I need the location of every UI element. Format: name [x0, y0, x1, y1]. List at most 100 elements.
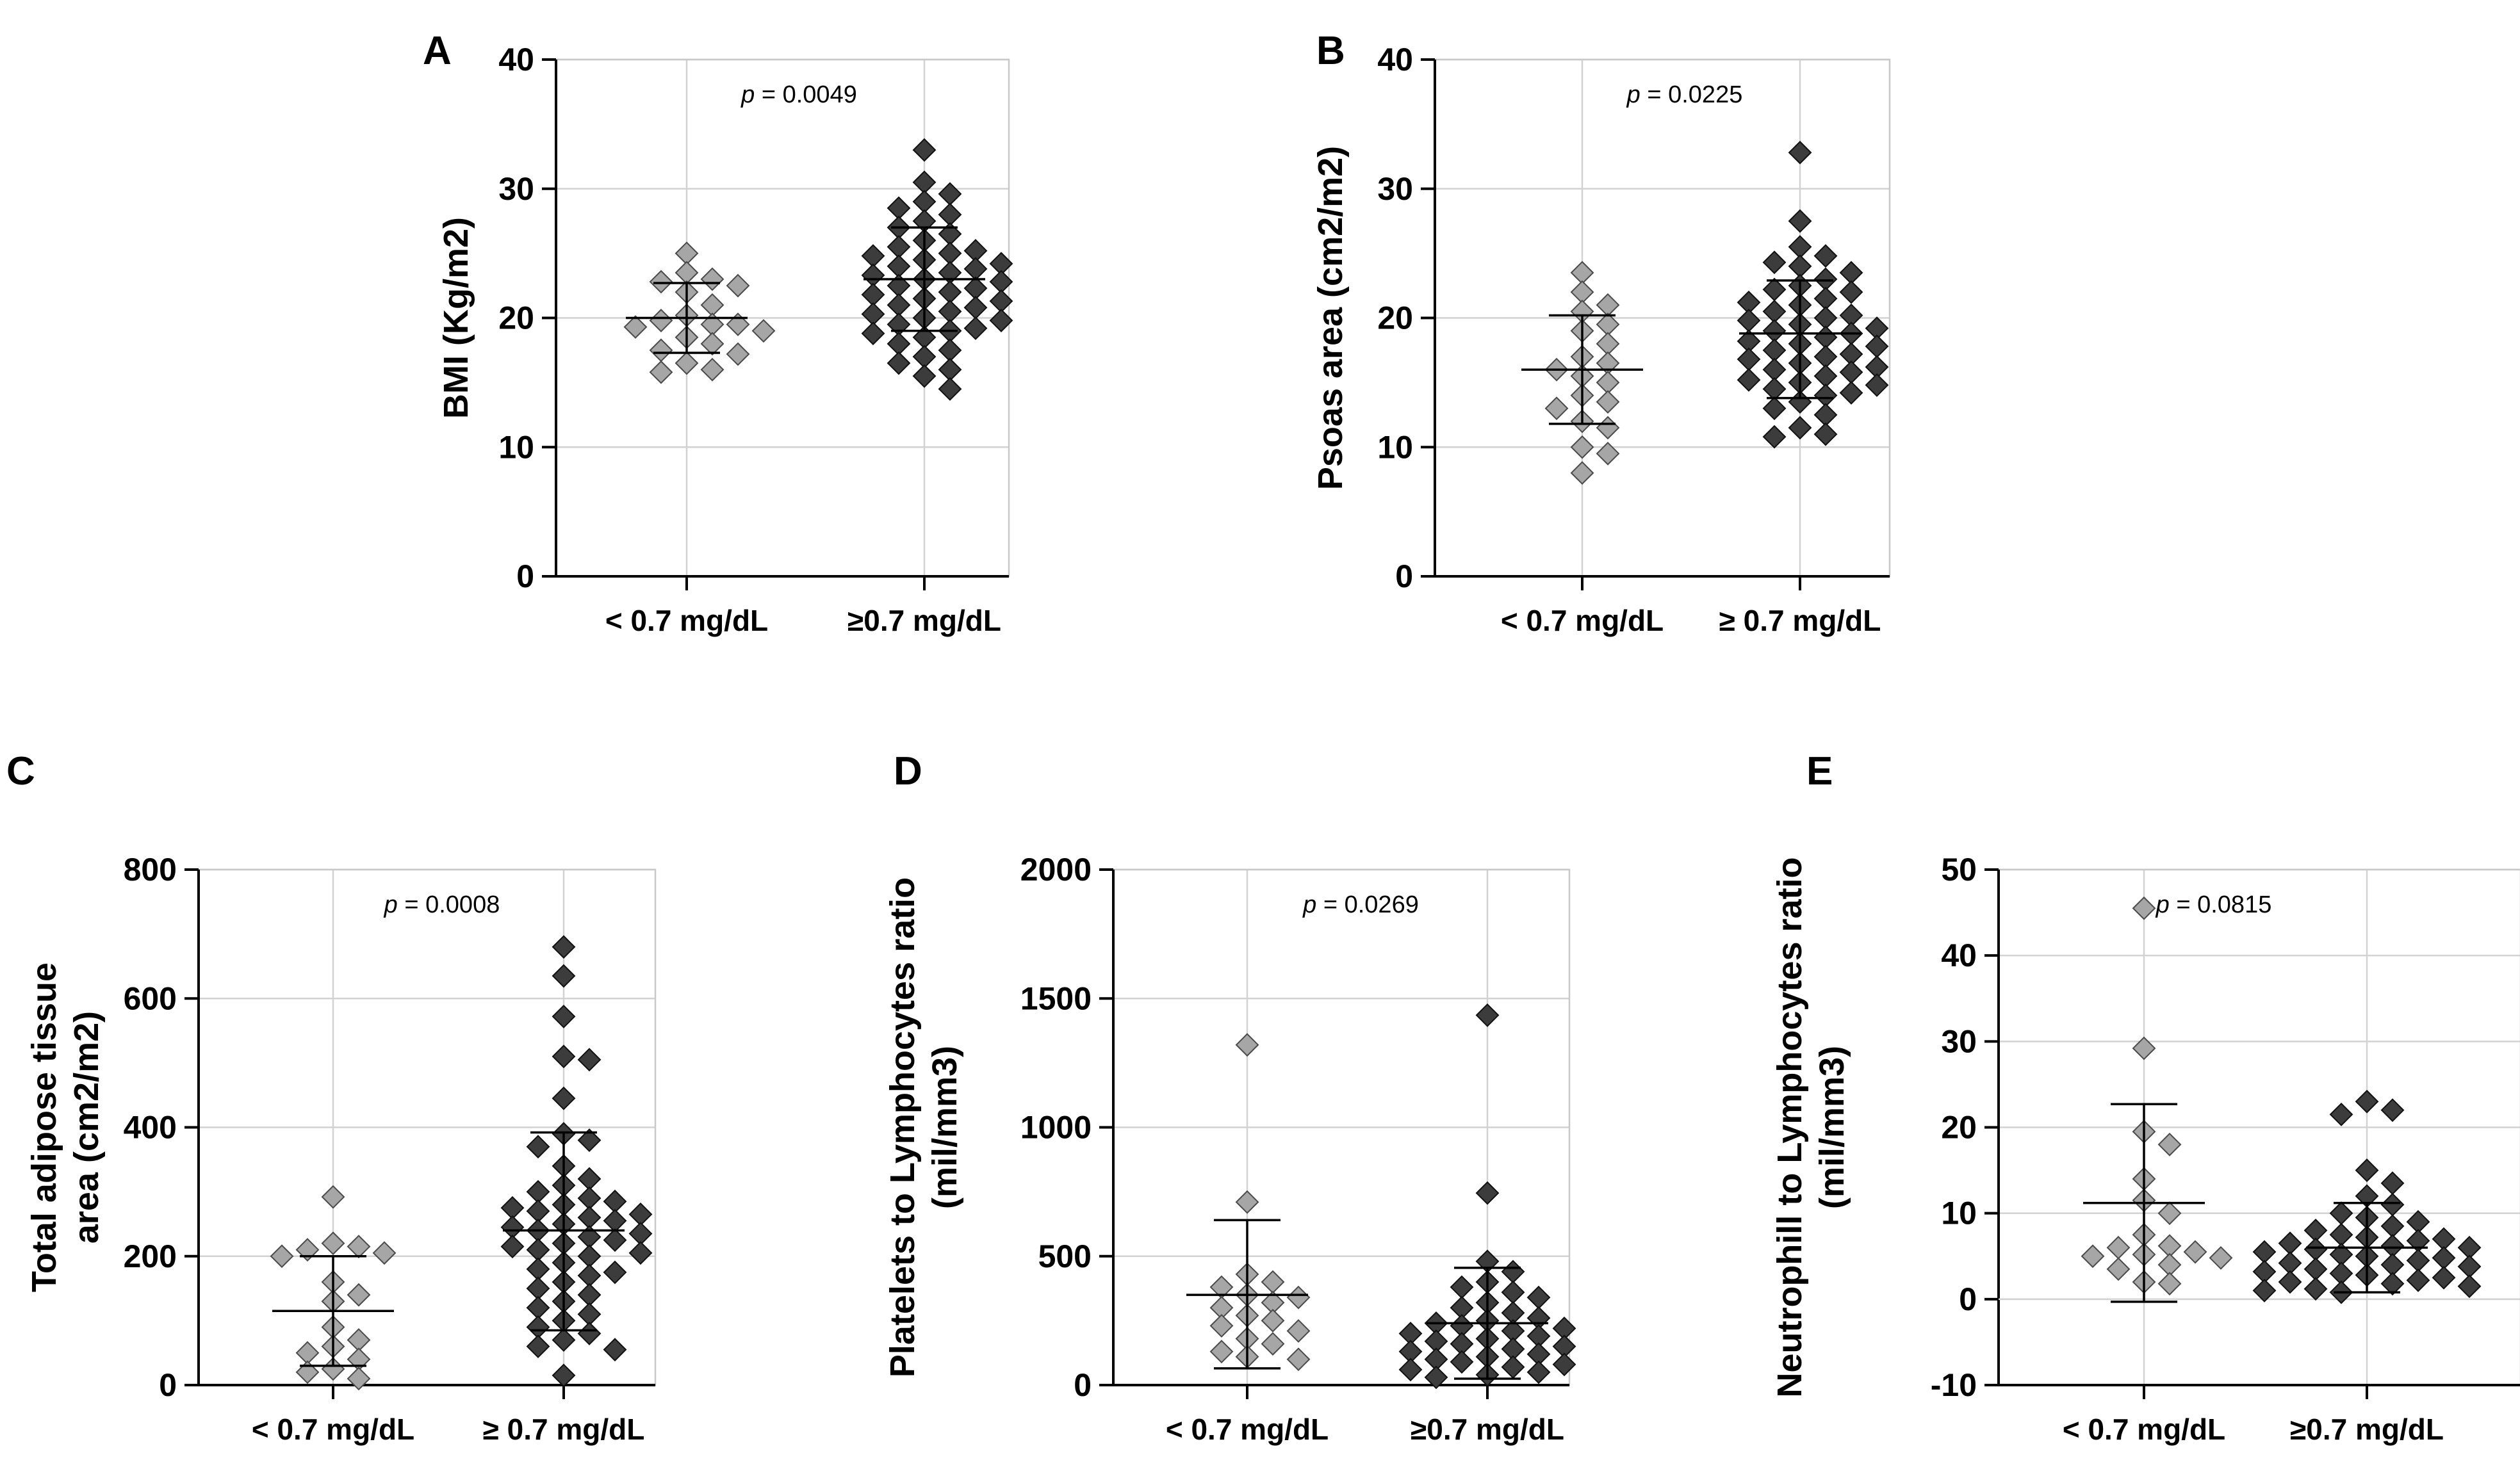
- x-tick-label: < 0.7 mg/dL: [1501, 604, 1664, 637]
- y-tick-label: 10: [498, 429, 534, 465]
- data-point: [1526, 1285, 1551, 1310]
- y-tick-label: 0: [1959, 1281, 1977, 1317]
- y-axis-label: Neutrophill to Lymphocytes ratio: [1771, 857, 1809, 1397]
- data-point: [1286, 1347, 1311, 1372]
- p-value-label: p = 0.0008: [384, 891, 500, 918]
- data-point: [1788, 416, 1812, 440]
- data-point: [1839, 280, 1863, 304]
- panel-letter: D: [894, 749, 922, 793]
- data-point: [861, 321, 885, 346]
- data-point: [2355, 1089, 2379, 1114]
- data-point: [1544, 396, 1569, 421]
- data-point: [2252, 1240, 2277, 1264]
- data-point: [2329, 1201, 2353, 1226]
- y-tick-label: 20: [1377, 300, 1413, 336]
- data-point: [2355, 1158, 2379, 1182]
- data-point: [726, 312, 750, 337]
- data-point: [2380, 1098, 2405, 1123]
- data-point: [1475, 1003, 1500, 1027]
- data-point: [2303, 1237, 2328, 1261]
- data-point: [1261, 1270, 1285, 1294]
- p-value-label: p = 0.0225: [1626, 81, 1743, 108]
- y-tick-label: 500: [1038, 1238, 1092, 1274]
- data-point: [1526, 1360, 1551, 1384]
- data-point: [526, 1135, 550, 1159]
- y-tick-label: 200: [124, 1238, 177, 1274]
- x-tick-label: ≥ 0.7 mg/dL: [1719, 604, 1881, 637]
- data-point: [2106, 1235, 2131, 1260]
- data-point: [2252, 1279, 2277, 1302]
- data-point: [1865, 334, 1889, 359]
- y-tick-label: 50: [1941, 852, 1977, 888]
- data-point: [552, 964, 576, 988]
- data-point: [700, 332, 724, 356]
- panel-letter: E: [1806, 749, 1833, 793]
- data-point: [552, 1328, 576, 1352]
- p-symbol: p: [384, 891, 398, 918]
- y-axis-label: (mil/mm3): [1813, 1046, 1851, 1209]
- data-point: [1235, 1033, 1259, 1057]
- data-point: [2303, 1277, 2328, 1301]
- data-point: [1737, 347, 1761, 371]
- data-point: [989, 309, 1013, 332]
- p-symbol: p: [2156, 891, 2170, 918]
- y-tick-label: 20: [498, 300, 534, 336]
- data-point: [1570, 461, 1594, 485]
- data-point: [270, 1244, 294, 1269]
- data-point: [938, 182, 962, 206]
- y-tick-label: 0: [1074, 1367, 1092, 1403]
- p-value: = 0.0269: [1316, 891, 1419, 918]
- y-axis-label: area (cm2/m2): [67, 1011, 106, 1244]
- data-point: [675, 351, 699, 375]
- x-tick-label: ≥0.7 mg/dL: [2290, 1413, 2444, 1446]
- data-point: [2432, 1265, 2456, 1290]
- data-point: [295, 1360, 320, 1384]
- y-tick-label: 0: [1395, 558, 1413, 594]
- data-point: [1737, 368, 1761, 392]
- data-point: [577, 1322, 601, 1345]
- y-tick-label: 400: [124, 1110, 177, 1146]
- y-tick-label: 10: [1377, 429, 1413, 465]
- data-point: [2157, 1272, 2182, 1296]
- data-point: [347, 1283, 371, 1307]
- data-point: [623, 315, 648, 339]
- data-point: [1788, 209, 1812, 233]
- data-point: [2303, 1257, 2328, 1281]
- y-tick-label: 40: [1941, 937, 1977, 973]
- p-symbol: p: [1302, 891, 1316, 918]
- x-tick-label: ≥ 0.7 mg/dL: [483, 1413, 645, 1446]
- p-value-label: p = 0.0815: [2156, 891, 2272, 918]
- panel-letter: A: [423, 29, 452, 73]
- data-point: [912, 364, 937, 388]
- data-point: [1839, 381, 1863, 405]
- y-tick-label: 0: [159, 1367, 177, 1403]
- y-tick-label: 40: [498, 42, 534, 77]
- data-point: [1788, 140, 1812, 165]
- data-point: [649, 270, 673, 294]
- data-point: [2329, 1222, 2353, 1247]
- data-point: [2457, 1274, 2482, 1299]
- data-point: [649, 309, 673, 332]
- y-axis-label: BMI (Kg/m2): [437, 217, 475, 419]
- data-point: [2278, 1231, 2302, 1256]
- data-point: [938, 377, 962, 401]
- data-point: [1596, 416, 1620, 440]
- data-point: [1762, 425, 1787, 449]
- y-tick-label: 40: [1377, 42, 1413, 77]
- panel-b: B 0 10 20 30 40 < 0.7 mg/dL ≥ 0.7 mg/dL Psoas ar…: [1311, 29, 1891, 637]
- data-point: [1209, 1314, 1234, 1338]
- x-tick-label: < 0.7 mg/dL: [605, 604, 768, 637]
- p-value: = 0.0815: [2170, 891, 2272, 918]
- data-point: [1398, 1358, 1423, 1382]
- y-axis-label: Platelets to Lymphocytes ratio: [883, 877, 922, 1377]
- data-point: [500, 1235, 525, 1259]
- y-tick-label: 30: [1377, 171, 1413, 207]
- p-value: = 0.0008: [398, 891, 500, 918]
- y-tick-label: -10: [1931, 1367, 1977, 1403]
- data-point: [628, 1241, 653, 1265]
- y-axis-label: Total adipose tissue: [25, 962, 63, 1292]
- data-point: [1762, 277, 1787, 302]
- data-point: [552, 1363, 576, 1388]
- panel-letter: B: [1316, 29, 1345, 73]
